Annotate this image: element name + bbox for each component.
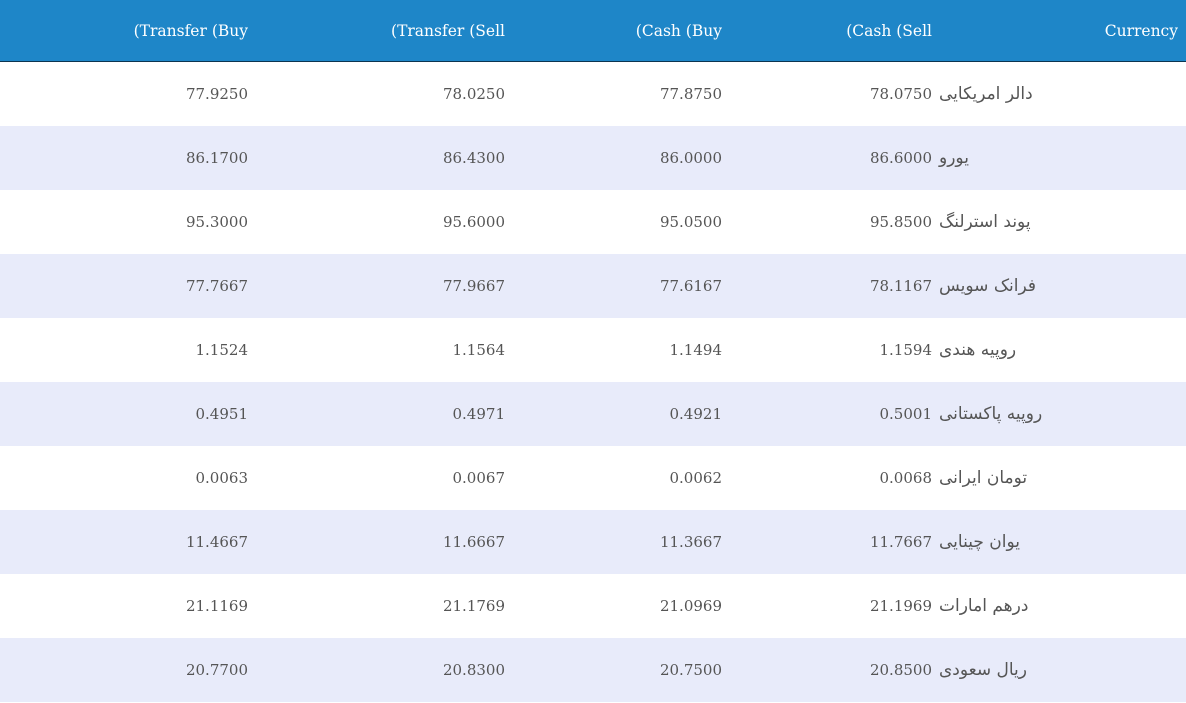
table-row: 20.7700 20.8300 20.7500 20.8500 ریال سعودی <box>0 638 1186 702</box>
cell-cash-sell: 1.1594 <box>879 341 933 359</box>
cell-currency: پوند استرلنگ <box>939 212 1031 232</box>
table-row: 0.4951 0.4971 0.4921 0.5001 روپیه پاکستانی <box>0 382 1186 446</box>
cell-transfer-sell: 21.1769 <box>442 597 505 615</box>
cell-transfer-sell: 1.1564 <box>452 341 506 359</box>
table-row: 21.1169 21.1769 21.0969 21.1969 درهم امارات <box>0 574 1186 638</box>
table-row: 86.1700 86.4300 86.0000 86.6000 یورو <box>0 126 1186 190</box>
cell-cash-sell: 78.1167 <box>869 277 932 295</box>
cell-currency: ریال سعودی <box>939 660 1027 680</box>
cell-currency: روپیه پاکستانی <box>939 404 1043 424</box>
header-cash-sell[interactable]: (Cash (Sell <box>846 21 932 40</box>
cell-cash-sell: 86.6000 <box>869 149 932 167</box>
cell-currency: درهم امارات <box>939 596 1029 616</box>
cell-transfer-buy: 1.1524 <box>195 341 249 359</box>
cell-cash-sell: 11.7667 <box>869 533 932 551</box>
cell-cash-buy: 86.0000 <box>659 149 722 167</box>
header-transfer-buy[interactable]: (Transfer (Buy <box>133 21 248 40</box>
cell-cash-sell: 0.0068 <box>879 469 933 487</box>
cell-transfer-sell: 0.0067 <box>452 469 506 487</box>
cell-transfer-buy: 20.7700 <box>185 661 248 679</box>
cell-transfer-sell: 11.6667 <box>442 533 505 551</box>
header-currency[interactable]: Currency <box>1104 21 1178 40</box>
table-header: (Transfer (Buy (Transfer (Sell (Cash (Bu… <box>0 0 1186 62</box>
cell-cash-sell: 21.1969 <box>869 597 932 615</box>
cell-cash-sell: 95.8500 <box>869 213 932 231</box>
table-row: 77.9250 78.0250 77.8750 78.0750 دالر امریکای… <box>0 62 1186 126</box>
table-row: 1.1524 1.1564 1.1494 1.1594 روپیه هندی <box>0 318 1186 382</box>
cell-transfer-sell: 78.0250 <box>442 85 505 103</box>
cell-cash-sell: 0.5001 <box>879 405 933 423</box>
table-row: 77.7667 77.9667 77.6167 78.1167 فرانک سویس <box>0 254 1186 318</box>
cell-currency: یورو <box>939 148 969 168</box>
cell-currency: دالر امریکایی <box>939 84 1033 104</box>
cell-cash-sell: 78.0750 <box>869 85 932 103</box>
header-transfer-sell[interactable]: (Transfer (Sell <box>391 21 505 40</box>
table-body: 77.9250 78.0250 77.8750 78.0750 دالر امریکای… <box>0 62 1186 702</box>
cell-transfer-sell: 0.4971 <box>452 405 506 423</box>
cell-transfer-buy: 0.4951 <box>195 405 249 423</box>
cell-cash-buy: 0.4921 <box>669 405 723 423</box>
cell-transfer-buy: 77.7667 <box>185 277 248 295</box>
cell-transfer-buy: 21.1169 <box>185 597 248 615</box>
cell-transfer-sell: 20.8300 <box>442 661 505 679</box>
cell-cash-buy: 95.0500 <box>659 213 722 231</box>
cell-cash-buy: 0.0062 <box>669 469 723 487</box>
table-row: 11.4667 11.6667 11.3667 11.7667 یوان چینایی <box>0 510 1186 574</box>
cell-transfer-sell: 77.9667 <box>442 277 505 295</box>
table-row: 95.3000 95.6000 95.0500 95.8500 پوند استرلنگ <box>0 190 1186 254</box>
header-cash-buy[interactable]: (Cash (Buy <box>635 21 722 40</box>
cell-cash-buy: 20.7500 <box>659 661 722 679</box>
cell-currency: فرانک سویس <box>939 276 1037 296</box>
cell-cash-sell: 20.8500 <box>869 661 932 679</box>
cell-cash-buy: 77.6167 <box>659 277 722 295</box>
cell-currency: یوان چینایی <box>939 532 1020 552</box>
cell-transfer-buy: 86.1700 <box>185 149 248 167</box>
cell-transfer-sell: 86.4300 <box>442 149 505 167</box>
cell-cash-buy: 1.1494 <box>669 341 723 359</box>
cell-currency: تومان ایرانی <box>939 468 1028 488</box>
table-row: 0.0063 0.0067 0.0062 0.0068 تومان ایرانی <box>0 446 1186 510</box>
cell-cash-buy: 11.3667 <box>659 533 722 551</box>
cell-transfer-buy: 77.9250 <box>185 85 248 103</box>
cell-cash-buy: 77.8750 <box>659 85 722 103</box>
cell-cash-buy: 21.0969 <box>659 597 722 615</box>
cell-transfer-buy: 11.4667 <box>185 533 248 551</box>
cell-transfer-buy: 95.3000 <box>185 213 248 231</box>
cell-currency: روپیه هندی <box>939 340 1017 360</box>
cell-transfer-buy: 0.0063 <box>195 469 249 487</box>
cell-transfer-sell: 95.6000 <box>442 213 505 231</box>
